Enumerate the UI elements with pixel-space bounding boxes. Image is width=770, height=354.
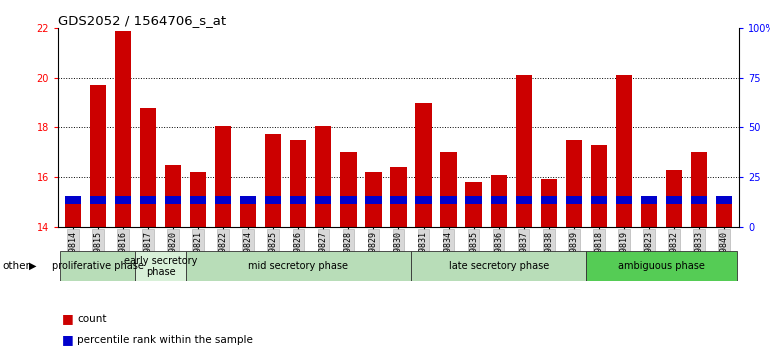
Text: percentile rank within the sample: percentile rank within the sample	[77, 335, 253, 345]
Text: GDS2052 / 1564706_s_at: GDS2052 / 1564706_s_at	[58, 14, 226, 27]
Text: mid secretory phase: mid secretory phase	[248, 261, 348, 272]
Bar	[666, 195, 682, 204]
Bar	[315, 126, 331, 227]
Bar	[240, 204, 256, 227]
Text: ambiguous phase: ambiguous phase	[618, 261, 705, 272]
Bar	[115, 195, 131, 204]
Bar	[365, 172, 382, 227]
Text: proliferative phase: proliferative phase	[52, 261, 144, 272]
Bar	[165, 195, 181, 204]
Bar	[315, 195, 331, 204]
Text: other: other	[2, 261, 30, 271]
Bar	[587, 251, 737, 281]
Bar	[60, 251, 136, 281]
Bar	[390, 195, 407, 204]
Bar	[165, 165, 181, 227]
Bar	[240, 195, 256, 204]
Bar	[716, 204, 732, 227]
Bar	[140, 195, 156, 204]
Bar	[490, 195, 507, 204]
Bar	[190, 172, 206, 227]
Bar	[516, 195, 532, 204]
Text: late secretory phase: late secretory phase	[449, 261, 549, 272]
Bar	[215, 126, 231, 227]
Bar	[89, 195, 106, 204]
Bar	[290, 140, 306, 227]
Bar	[516, 75, 532, 227]
Text: early secretory
phase: early secretory phase	[124, 256, 197, 277]
Bar	[566, 195, 582, 204]
Bar	[290, 195, 306, 204]
Bar	[641, 197, 657, 227]
Text: ■: ■	[62, 312, 73, 325]
Bar	[591, 145, 607, 227]
Bar	[65, 199, 81, 227]
Bar	[541, 195, 557, 204]
Bar	[190, 195, 206, 204]
Text: ■: ■	[62, 333, 73, 346]
Bar	[566, 140, 582, 227]
Bar	[466, 182, 482, 227]
Bar	[641, 195, 657, 204]
Bar	[265, 195, 281, 204]
Bar	[340, 195, 357, 204]
Bar	[440, 152, 457, 227]
Bar	[136, 251, 186, 281]
Bar	[415, 103, 432, 227]
Bar	[666, 170, 682, 227]
Bar	[65, 195, 81, 204]
Bar	[365, 195, 382, 204]
Bar	[89, 85, 106, 227]
Bar	[140, 108, 156, 227]
Bar	[186, 251, 411, 281]
Bar	[691, 152, 708, 227]
Bar	[215, 195, 231, 204]
Bar	[411, 251, 587, 281]
Bar	[466, 195, 482, 204]
Bar	[265, 133, 281, 227]
Bar	[591, 195, 607, 204]
Bar	[616, 195, 632, 204]
Bar	[691, 195, 708, 204]
Bar	[340, 152, 357, 227]
Bar	[115, 31, 131, 227]
Bar	[440, 195, 457, 204]
Bar	[541, 179, 557, 227]
Bar	[490, 175, 507, 227]
Bar	[616, 75, 632, 227]
Bar	[415, 195, 432, 204]
Bar	[390, 167, 407, 227]
Bar	[716, 195, 732, 204]
Text: ▶: ▶	[29, 261, 37, 271]
Text: count: count	[77, 314, 106, 324]
